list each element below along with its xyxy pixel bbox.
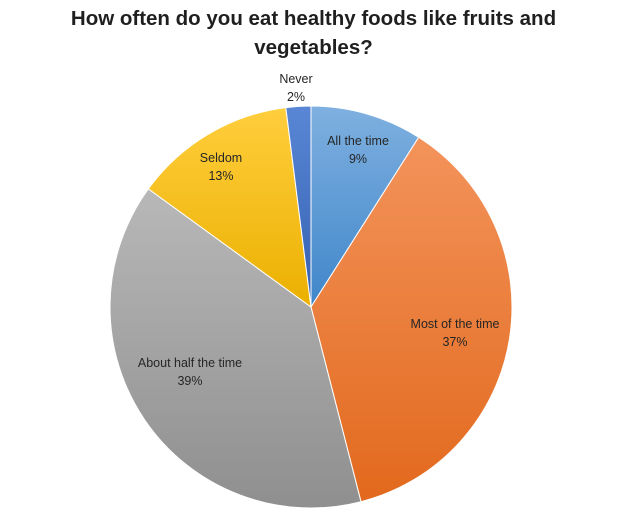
slice-label-never: Never (279, 72, 312, 86)
slice-value-never: 2% (287, 90, 305, 104)
slice-label-about-half-the-time: About half the time (138, 356, 242, 370)
pie-slice-most-of-the-time (310, 136, 513, 503)
slice-label-all-the-time: All the time (327, 134, 389, 148)
pie-slices (109, 105, 513, 509)
chart-title-line-1: How often do you eat healthy foods like … (70, 7, 557, 30)
slice-label-most-of-the-time: Most of the time (411, 317, 500, 331)
slice-label-seldom: Seldom (200, 151, 242, 165)
slice-value-most-of-the-time: 37% (442, 335, 467, 349)
pie-slice-never (285, 105, 312, 308)
slice-value-seldom: 13% (208, 169, 233, 183)
pie-slice-all-the-time (310, 105, 420, 309)
pie-slice-seldom (147, 107, 312, 309)
slice-value-about-half-the-time: 39% (177, 374, 202, 388)
pie-labels: All the time 9% Most of the time 37% About h… (138, 72, 500, 388)
chart-title-line-2: vegetables? (254, 36, 373, 59)
slice-value-all-the-time: 9% (349, 152, 367, 166)
pie-slice-about-half-the-time (109, 188, 362, 509)
chart-title: How often do you eat healthy foods like … (0, 4, 627, 62)
